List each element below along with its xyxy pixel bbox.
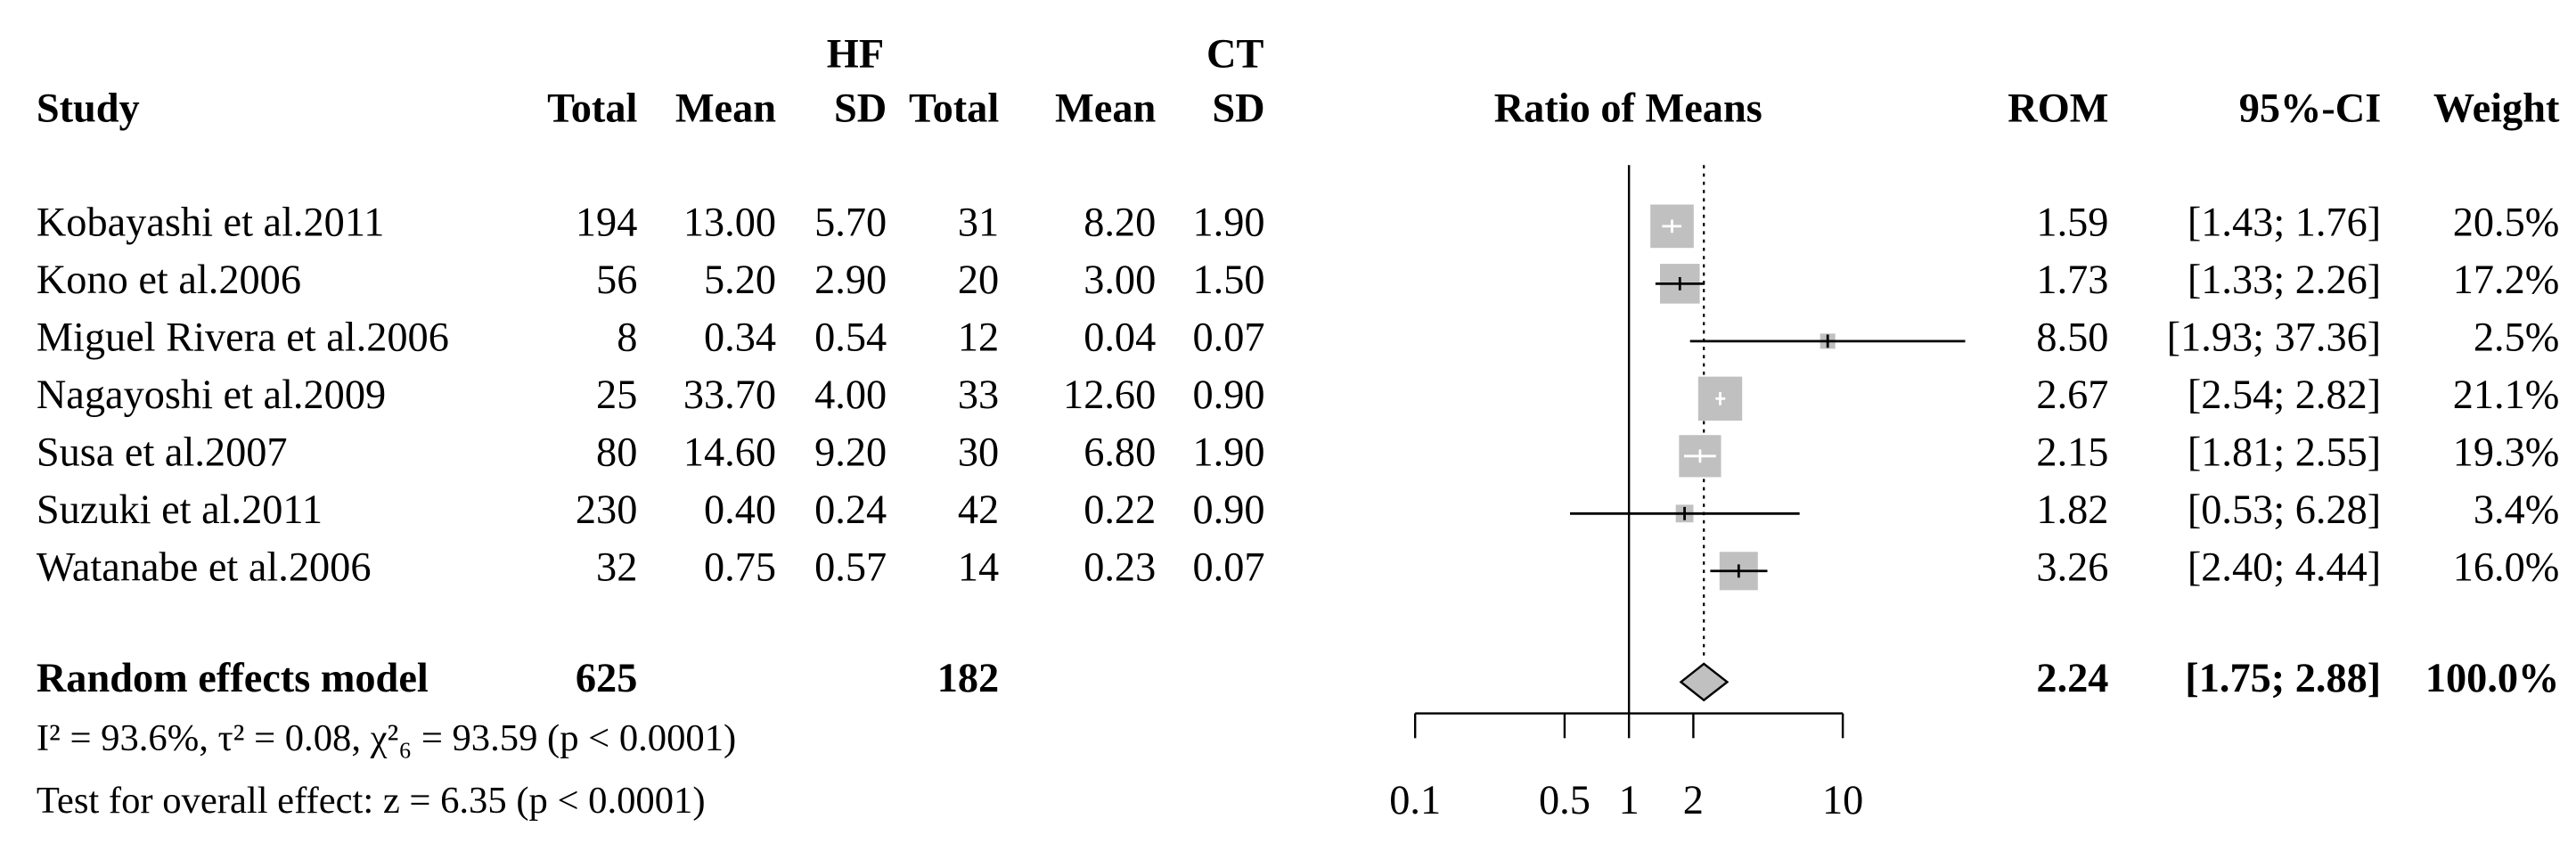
column-header: Total <box>547 86 637 132</box>
weight-label: 2.5% <box>2474 315 2559 360</box>
x-tick-label: 0.1 <box>1389 778 1441 823</box>
table-cell: 1.50 <box>1193 258 1265 303</box>
summary-total: 625 <box>576 656 637 701</box>
table-cell: 30 <box>958 430 999 475</box>
ci-label: [1.33; 2.26] <box>2188 258 2381 303</box>
table-cell: 6.80 <box>1084 430 1156 475</box>
table-cell: 12 <box>958 315 999 360</box>
column-header: Ratio of Means <box>1494 86 1762 132</box>
table-cell: 5.20 <box>704 258 776 303</box>
rom-label: 3.26 <box>2036 544 2108 590</box>
column-header: Mean <box>1055 86 1156 132</box>
ci-label: [2.54; 2.82] <box>2188 372 2381 418</box>
table-cell: 0.90 <box>1193 487 1265 533</box>
column-header: Mean <box>675 86 776 132</box>
rom-label: 8.50 <box>2036 315 2108 360</box>
table-cell: 31 <box>958 200 999 245</box>
table-cell: 0.90 <box>1193 372 1265 418</box>
study-name: Watanabe et al.2006 <box>37 544 372 590</box>
study-name: Nagayoshi et al.2009 <box>37 372 386 418</box>
x-tick-label: 1 <box>1619 778 1640 823</box>
weight-label: 16.0% <box>2453 544 2560 590</box>
rom-label: 1.82 <box>2036 487 2108 533</box>
study-name: Kono et al.2006 <box>37 258 301 303</box>
column-header: ROM <box>2008 86 2108 132</box>
table-cell: 0.23 <box>1084 544 1156 590</box>
table-cell: 0.04 <box>1084 315 1156 360</box>
summary-label: Random effects model <box>37 656 429 701</box>
table-cell: 25 <box>596 372 637 418</box>
table-cell: 0.57 <box>814 544 887 590</box>
study-name: Susa et al.2007 <box>37 430 288 475</box>
table-cell: 0.07 <box>1193 544 1265 590</box>
weight-label: 3.4% <box>2474 487 2559 533</box>
table-cell: 1.90 <box>1193 200 1265 245</box>
column-header: SD <box>834 86 887 132</box>
summary-weight: 100.0% <box>2425 656 2560 701</box>
column-header: Weight <box>2433 86 2560 132</box>
table-cell: 33.70 <box>683 372 776 418</box>
x-tick-label: 0.5 <box>1539 778 1591 823</box>
weight-label: 17.2% <box>2453 258 2560 303</box>
table-cell: 4.00 <box>814 372 887 418</box>
table-cell: 3.00 <box>1084 258 1156 303</box>
table-cell: 9.20 <box>814 430 887 475</box>
ci-label: [2.40; 4.44] <box>2188 544 2381 590</box>
weight-label: 20.5% <box>2453 200 2560 245</box>
column-header: Study <box>37 86 140 132</box>
column-header: Total <box>909 86 999 132</box>
table-cell: 0.75 <box>704 544 776 590</box>
rom-label: 2.15 <box>2036 430 2108 475</box>
summary-ci: [1.75; 2.88] <box>2185 656 2381 701</box>
summary-total: 182 <box>937 656 999 701</box>
table-cell: 8 <box>617 315 637 360</box>
table-cell: 0.07 <box>1193 315 1265 360</box>
rom-label: 1.59 <box>2036 200 2108 245</box>
x-tick-label: 10 <box>1822 778 1863 823</box>
table-cell: 2.90 <box>814 258 887 303</box>
column-header: 95%-CI <box>2239 86 2382 132</box>
study-name: Kobayashi et al.2011 <box>37 200 385 245</box>
summary-rom: 2.24 <box>2036 656 2108 701</box>
group-label: CT <box>1206 31 1263 77</box>
study-name: Miguel Rivera et al.2006 <box>37 315 449 360</box>
table-cell: 0.34 <box>704 315 776 360</box>
ci-label: [1.93; 37.36] <box>2167 315 2382 360</box>
group-label: HF <box>827 31 884 77</box>
table-cell: 42 <box>958 487 999 533</box>
table-cell: 12.60 <box>1063 372 1156 418</box>
table-cell: 32 <box>596 544 637 590</box>
rom-label: 2.67 <box>2036 372 2108 418</box>
table-cell: 14.60 <box>683 430 776 475</box>
study-name: Suzuki et al.2011 <box>37 487 323 533</box>
table-cell: 1.90 <box>1193 430 1265 475</box>
table-cell: 0.40 <box>704 487 776 533</box>
x-tick-label: 2 <box>1683 778 1704 823</box>
table-cell: 0.24 <box>814 487 887 533</box>
table-cell: 0.54 <box>814 315 887 360</box>
table-cell: 230 <box>576 487 637 533</box>
table-cell: 13.00 <box>683 200 776 245</box>
table-cell: 194 <box>576 200 637 245</box>
table-cell: 8.20 <box>1084 200 1156 245</box>
ci-label: [1.81; 2.55] <box>2188 430 2381 475</box>
summary-diamond <box>1679 662 1730 702</box>
overall-effect: Test for overall effect: z = 6.35 (p < 0… <box>37 780 706 822</box>
column-header: SD <box>1212 86 1264 132</box>
ci-label: [1.43; 1.76] <box>2188 200 2381 245</box>
weight-label: 21.1% <box>2453 372 2560 418</box>
table-cell: 20 <box>958 258 999 303</box>
table-cell: 14 <box>958 544 999 590</box>
ci-label: [0.53; 6.28] <box>2188 487 2381 533</box>
table-cell: 56 <box>596 258 637 303</box>
weight-label: 19.3% <box>2453 430 2560 475</box>
rom-label: 1.73 <box>2036 258 2108 303</box>
table-cell: 0.22 <box>1084 487 1156 533</box>
table-cell: 33 <box>958 372 999 418</box>
table-cell: 80 <box>596 430 637 475</box>
table-cell: 5.70 <box>814 200 887 245</box>
heterogeneity: I² = 93.6%, τ² = 0.08, χ²₆ = 93.59 (p < … <box>37 717 736 759</box>
